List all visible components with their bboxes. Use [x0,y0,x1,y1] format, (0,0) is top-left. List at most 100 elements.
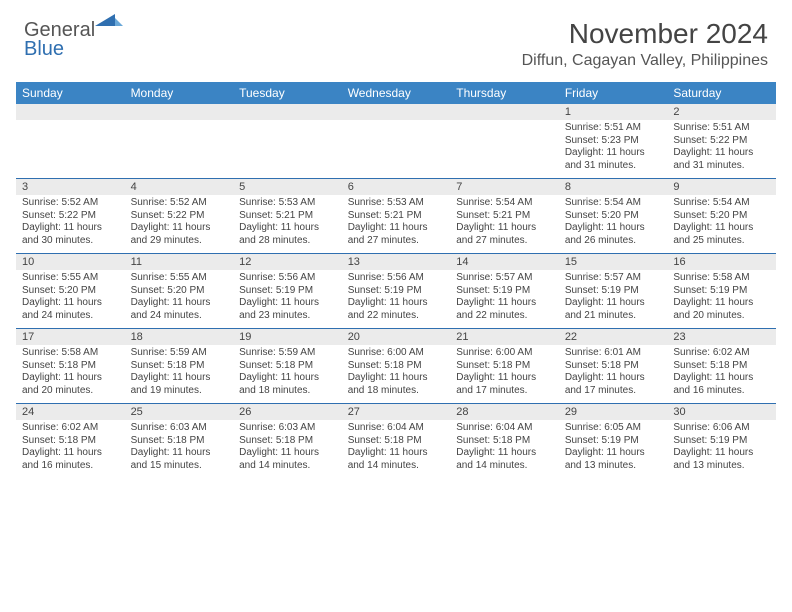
dayhead-tuesday: Tuesday [233,82,342,104]
day-body: Sunrise: 6:04 AMSunset: 5:18 PMDaylight:… [450,420,559,478]
sunrise-text: Sunrise: 5:57 AM [565,272,662,285]
sunrise-text: Sunrise: 5:54 AM [673,197,770,210]
day-number: 27 [342,404,451,420]
sunset-text: Sunset: 5:18 PM [22,360,119,373]
day-cell: 10Sunrise: 5:55 AMSunset: 5:20 PMDayligh… [16,254,125,329]
day-number: 11 [125,254,234,270]
day-cell: 4Sunrise: 5:52 AMSunset: 5:22 PMDaylight… [125,179,234,254]
sunrise-text: Sunrise: 6:04 AM [456,422,553,435]
sunset-text: Sunset: 5:22 PM [131,210,228,223]
day-cell: 6Sunrise: 5:53 AMSunset: 5:21 PMDaylight… [342,179,451,254]
sunrise-text: Sunrise: 5:58 AM [673,272,770,285]
day-cell [125,104,234,179]
page-header: GeneralBlue November 2024 Diffun, Cagaya… [0,0,792,76]
dayhead-wednesday: Wednesday [342,82,451,104]
day-cell: 27Sunrise: 6:04 AMSunset: 5:18 PMDayligh… [342,404,451,479]
day-number: 22 [559,329,668,345]
sunset-text: Sunset: 5:18 PM [239,435,336,448]
day-number: 20 [342,329,451,345]
daylight-text: Daylight: 11 hours and 14 minutes. [348,447,445,472]
day-body: Sunrise: 5:56 AMSunset: 5:19 PMDaylight:… [233,270,342,328]
calendar-body: 1Sunrise: 5:51 AMSunset: 5:23 PMDaylight… [16,104,776,478]
sunset-text: Sunset: 5:21 PM [348,210,445,223]
day-number: 26 [233,404,342,420]
day-body: Sunrise: 5:54 AMSunset: 5:21 PMDaylight:… [450,195,559,253]
sunset-text: Sunset: 5:18 PM [673,360,770,373]
day-number: 21 [450,329,559,345]
day-body: Sunrise: 6:06 AMSunset: 5:19 PMDaylight:… [667,420,776,478]
daylight-text: Daylight: 11 hours and 13 minutes. [673,447,770,472]
day-number: 17 [16,329,125,345]
day-body: Sunrise: 6:03 AMSunset: 5:18 PMDaylight:… [125,420,234,478]
day-number: 14 [450,254,559,270]
day-cell: 22 Sunrise: 6:01 AMSunset: 5:18 PMDayligh… [559,329,668,404]
daylight-text: Daylight: 11 hours and 14 minutes. [239,447,336,472]
day-body: Sunrise: 5:54 AMSunset: 5:20 PMDaylight:… [559,195,668,253]
day-body: Sunrise: 5:53 AMSunset: 5:21 PMDaylight:… [342,195,451,253]
sunset-text: Sunset: 5:18 PM [22,435,119,448]
dayhead-sunday: Sunday [16,82,125,104]
day-cell: 23Sunrise: 6:02 AMSunset: 5:18 PMDayligh… [667,329,776,404]
daylight-text: Daylight: 11 hours and 24 minutes. [22,297,119,322]
day-number: 3 [16,179,125,195]
day-cell: 24Sunrise: 6:02 AMSunset: 5:18 PMDayligh… [16,404,125,479]
day-body: Sunrise: 5:52 AMSunset: 5:22 PMDaylight:… [125,195,234,253]
daylight-text: Daylight: 11 hours and 20 minutes. [22,372,119,397]
daylight-text: Daylight: 11 hours and 31 minutes. [673,147,770,172]
brand-logo: GeneralBlue [24,18,123,59]
sunrise-text: Sunrise: 5:59 AM [239,347,336,360]
sunset-text: Sunset: 5:19 PM [565,285,662,298]
day-body [342,120,451,176]
sunset-text: Sunset: 5:18 PM [239,360,336,373]
sunrise-text: Sunrise: 6:03 AM [131,422,228,435]
sunset-text: Sunset: 5:18 PM [348,435,445,448]
day-number [342,104,451,120]
header-right: November 2024 Diffun, Cagayan Valley, Ph… [522,18,768,70]
day-number: 5 [233,179,342,195]
day-number: 16 [667,254,776,270]
day-cell: 11Sunrise: 5:55 AMSunset: 5:20 PMDayligh… [125,254,234,329]
sunset-text: Sunset: 5:21 PM [239,210,336,223]
daylight-text: Daylight: 11 hours and 25 minutes. [673,222,770,247]
week-row: 24Sunrise: 6:02 AMSunset: 5:18 PMDayligh… [16,404,776,479]
sunrise-text: Sunrise: 5:52 AM [22,197,119,210]
sunset-text: Sunset: 5:18 PM [131,360,228,373]
day-cell: 19Sunrise: 5:59 AMSunset: 5:18 PMDayligh… [233,329,342,404]
day-body: Sunrise: 5:53 AMSunset: 5:21 PMDaylight:… [233,195,342,253]
day-number: 19 [233,329,342,345]
sunrise-text: Sunrise: 6:00 AM [348,347,445,360]
week-row: 1Sunrise: 5:51 AMSunset: 5:23 PMDaylight… [16,104,776,179]
day-body: Sunrise: 5:58 AMSunset: 5:19 PMDaylight:… [667,270,776,328]
sunrise-text: Sunrise: 5:56 AM [348,272,445,285]
day-body: Sunrise: 6:03 AMSunset: 5:18 PMDaylight:… [233,420,342,478]
sunrise-text: Sunrise: 6:01 AM [565,347,662,360]
day-body: Sunrise: 6:04 AMSunset: 5:18 PMDaylight:… [342,420,451,478]
day-number: 9 [667,179,776,195]
sunset-text: Sunset: 5:18 PM [565,360,662,373]
sunset-text: Sunset: 5:18 PM [348,360,445,373]
day-cell: 18Sunrise: 5:59 AMSunset: 5:18 PMDayligh… [125,329,234,404]
sunrise-text: Sunrise: 5:54 AM [456,197,553,210]
brand-blue: Blue [24,38,64,60]
dayhead-thursday: Thursday [450,82,559,104]
day-cell: 3Sunrise: 5:52 AMSunset: 5:22 PMDaylight… [16,179,125,254]
daylight-text: Daylight: 11 hours and 16 minutes. [673,372,770,397]
day-number [16,104,125,120]
day-cell: 16Sunrise: 5:58 AMSunset: 5:19 PMDayligh… [667,254,776,329]
daylight-text: Daylight: 11 hours and 17 minutes. [565,372,662,397]
sunrise-text: Sunrise: 6:00 AM [456,347,553,360]
sunset-text: Sunset: 5:18 PM [456,360,553,373]
calendar-table: Sunday Monday Tuesday Wednesday Thursday… [16,82,776,478]
sunrise-text: Sunrise: 6:06 AM [673,422,770,435]
day-body: Sunrise: 5:54 AMSunset: 5:20 PMDaylight:… [667,195,776,253]
dayhead-friday: Friday [559,82,668,104]
sunrise-text: Sunrise: 5:53 AM [348,197,445,210]
sunset-text: Sunset: 5:18 PM [131,435,228,448]
week-row: 10Sunrise: 5:55 AMSunset: 5:20 PMDayligh… [16,254,776,329]
day-body: Sunrise: 6:00 AMSunset: 5:18 PMDaylight:… [450,345,559,403]
daylight-text: Daylight: 11 hours and 20 minutes. [673,297,770,322]
day-number: 24 [16,404,125,420]
day-number: 23 [667,329,776,345]
sunrise-text: Sunrise: 6:03 AM [239,422,336,435]
day-number [450,104,559,120]
